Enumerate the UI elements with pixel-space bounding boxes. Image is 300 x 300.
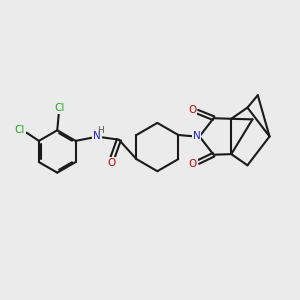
Text: N: N <box>93 131 101 141</box>
Text: N: N <box>193 131 200 142</box>
Text: Cl: Cl <box>15 125 25 135</box>
Text: O: O <box>107 158 116 168</box>
Text: H: H <box>97 126 104 135</box>
Text: O: O <box>189 159 197 169</box>
Text: Cl: Cl <box>54 103 64 113</box>
Text: O: O <box>188 105 196 115</box>
